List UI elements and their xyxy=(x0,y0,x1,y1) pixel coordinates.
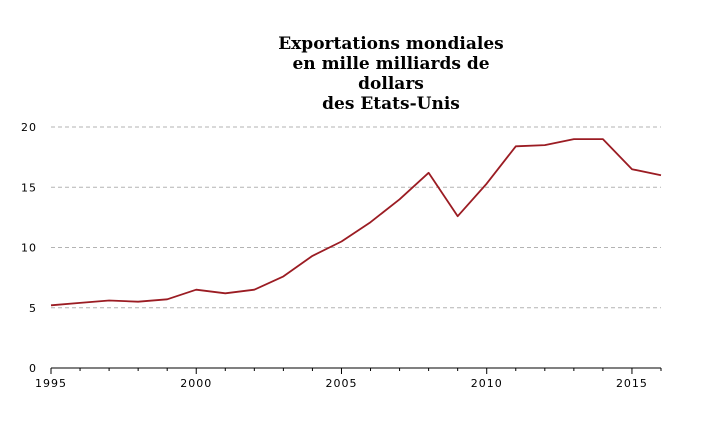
y-tick-label-5: 5 xyxy=(29,302,37,315)
chart-title-line-2: en mille milliards de xyxy=(292,54,489,74)
x-tick-label-2005: 2005 xyxy=(325,377,357,390)
chart-title: Exportations mondiales en mille milliard… xyxy=(278,34,504,114)
y-tick-label-10: 10 xyxy=(21,242,37,255)
x-tick-label-2010: 2010 xyxy=(471,377,503,390)
x-tick-label-2000: 2000 xyxy=(180,377,212,390)
y-tick-label-0: 0 xyxy=(29,362,37,375)
axes: 0 5 10 15 20 1995 2000 2005 2010 2015 xyxy=(21,121,661,390)
chart-title-line-3: dollars xyxy=(358,74,424,94)
chart-title-line-4: des Etats-Unis xyxy=(322,94,460,114)
x-tick-label-2015: 2015 xyxy=(616,377,648,390)
y-tick-label-20: 20 xyxy=(21,121,37,134)
y-tick-label-15: 15 xyxy=(21,181,37,194)
series-group xyxy=(51,139,661,305)
chart-title-line-1: Exportations mondiales xyxy=(278,34,504,54)
gridlines xyxy=(51,127,661,308)
x-tick-label-1995: 1995 xyxy=(35,377,67,390)
series-line-0 xyxy=(51,139,661,305)
